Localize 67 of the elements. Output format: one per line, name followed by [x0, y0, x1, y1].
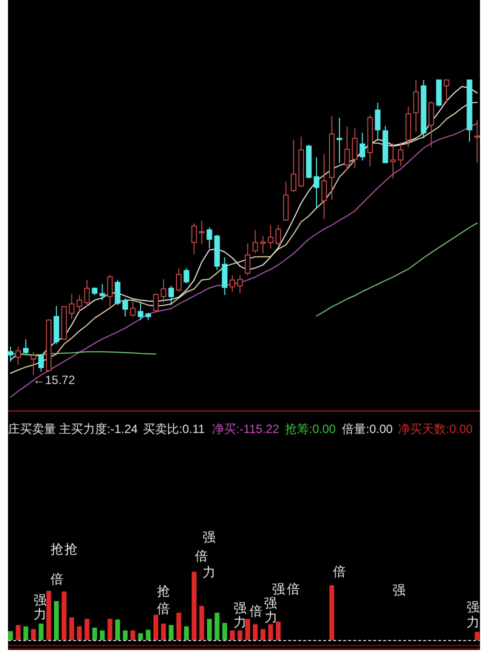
- text: 净买天数:0.00: [398, 422, 474, 436]
- annotation: 倍: [333, 564, 346, 579]
- annotation: 强: [466, 600, 480, 614]
- annotation: 强: [392, 582, 406, 598]
- text: 抢: [50, 542, 64, 556]
- bar: [176, 612, 182, 640]
- bar: [146, 630, 151, 640]
- annotation: 倍: [157, 601, 170, 616]
- bar: [46, 590, 52, 640]
- bar: [207, 618, 212, 640]
- annotation: 强: [272, 582, 285, 596]
- bar: [260, 629, 266, 640]
- annotation: 强: [34, 592, 46, 608]
- text: 主买力度:-1.24: [59, 422, 138, 436]
- bar: [230, 630, 235, 640]
- text: 倍: [195, 548, 208, 564]
- bar: [84, 618, 90, 640]
- bar: [54, 601, 59, 640]
- bar: [31, 629, 36, 640]
- text: 强: [202, 530, 216, 544]
- bar: [23, 626, 28, 640]
- text: 抢: [64, 542, 78, 556]
- bar: [92, 628, 98, 640]
- annotation: 倍: [250, 604, 262, 618]
- bar: [153, 614, 158, 640]
- bar: [276, 622, 281, 640]
- chart-title: 庄买卖量: [8, 422, 56, 436]
- bar: [16, 624, 21, 640]
- annotation: 力: [466, 614, 480, 630]
- text: 倍量:0.00: [342, 422, 394, 436]
- bar: [38, 624, 44, 640]
- bar: [168, 624, 174, 640]
- bar: [184, 626, 189, 640]
- bar: [192, 572, 196, 640]
- bar: [199, 606, 204, 640]
- bar: [108, 618, 112, 640]
- text: 买卖比:0.11: [143, 422, 206, 436]
- bar: [122, 630, 128, 640]
- bar: [62, 592, 66, 640]
- annotation: 力: [202, 564, 216, 580]
- bar: [268, 624, 273, 640]
- text: 抢筹:0.00: [285, 422, 336, 436]
- bar: [76, 626, 82, 640]
- text: 净买:-115.22: [212, 422, 280, 436]
- bar: [222, 622, 228, 640]
- bar: [245, 618, 250, 640]
- annotation: 力: [264, 610, 278, 624]
- annotation: 力: [234, 614, 246, 630]
- bar: [130, 630, 136, 640]
- annotation: 倍: [287, 582, 300, 596]
- annotation: ←15.72: [33, 373, 76, 387]
- annotation: 强: [234, 600, 246, 616]
- annotation: 力: [34, 606, 46, 622]
- bar: [238, 630, 242, 640]
- bar: [115, 620, 120, 640]
- bar: [161, 624, 166, 640]
- bar: [69, 617, 74, 640]
- bar: [329, 585, 334, 640]
- bar: [8, 631, 13, 640]
- bar: [252, 624, 258, 640]
- bar: [214, 612, 220, 640]
- annotation: 强: [264, 596, 277, 610]
- bar: [138, 633, 143, 640]
- annotation: 倍: [50, 572, 64, 586]
- bar: [474, 632, 480, 640]
- bar: [100, 630, 105, 640]
- annotation: 抢: [157, 584, 170, 598]
